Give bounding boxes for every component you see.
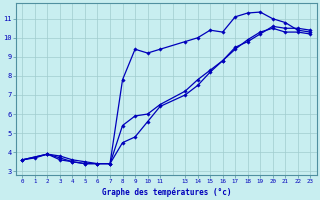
X-axis label: Graphe des températures (°c): Graphe des températures (°c) — [101, 187, 231, 197]
